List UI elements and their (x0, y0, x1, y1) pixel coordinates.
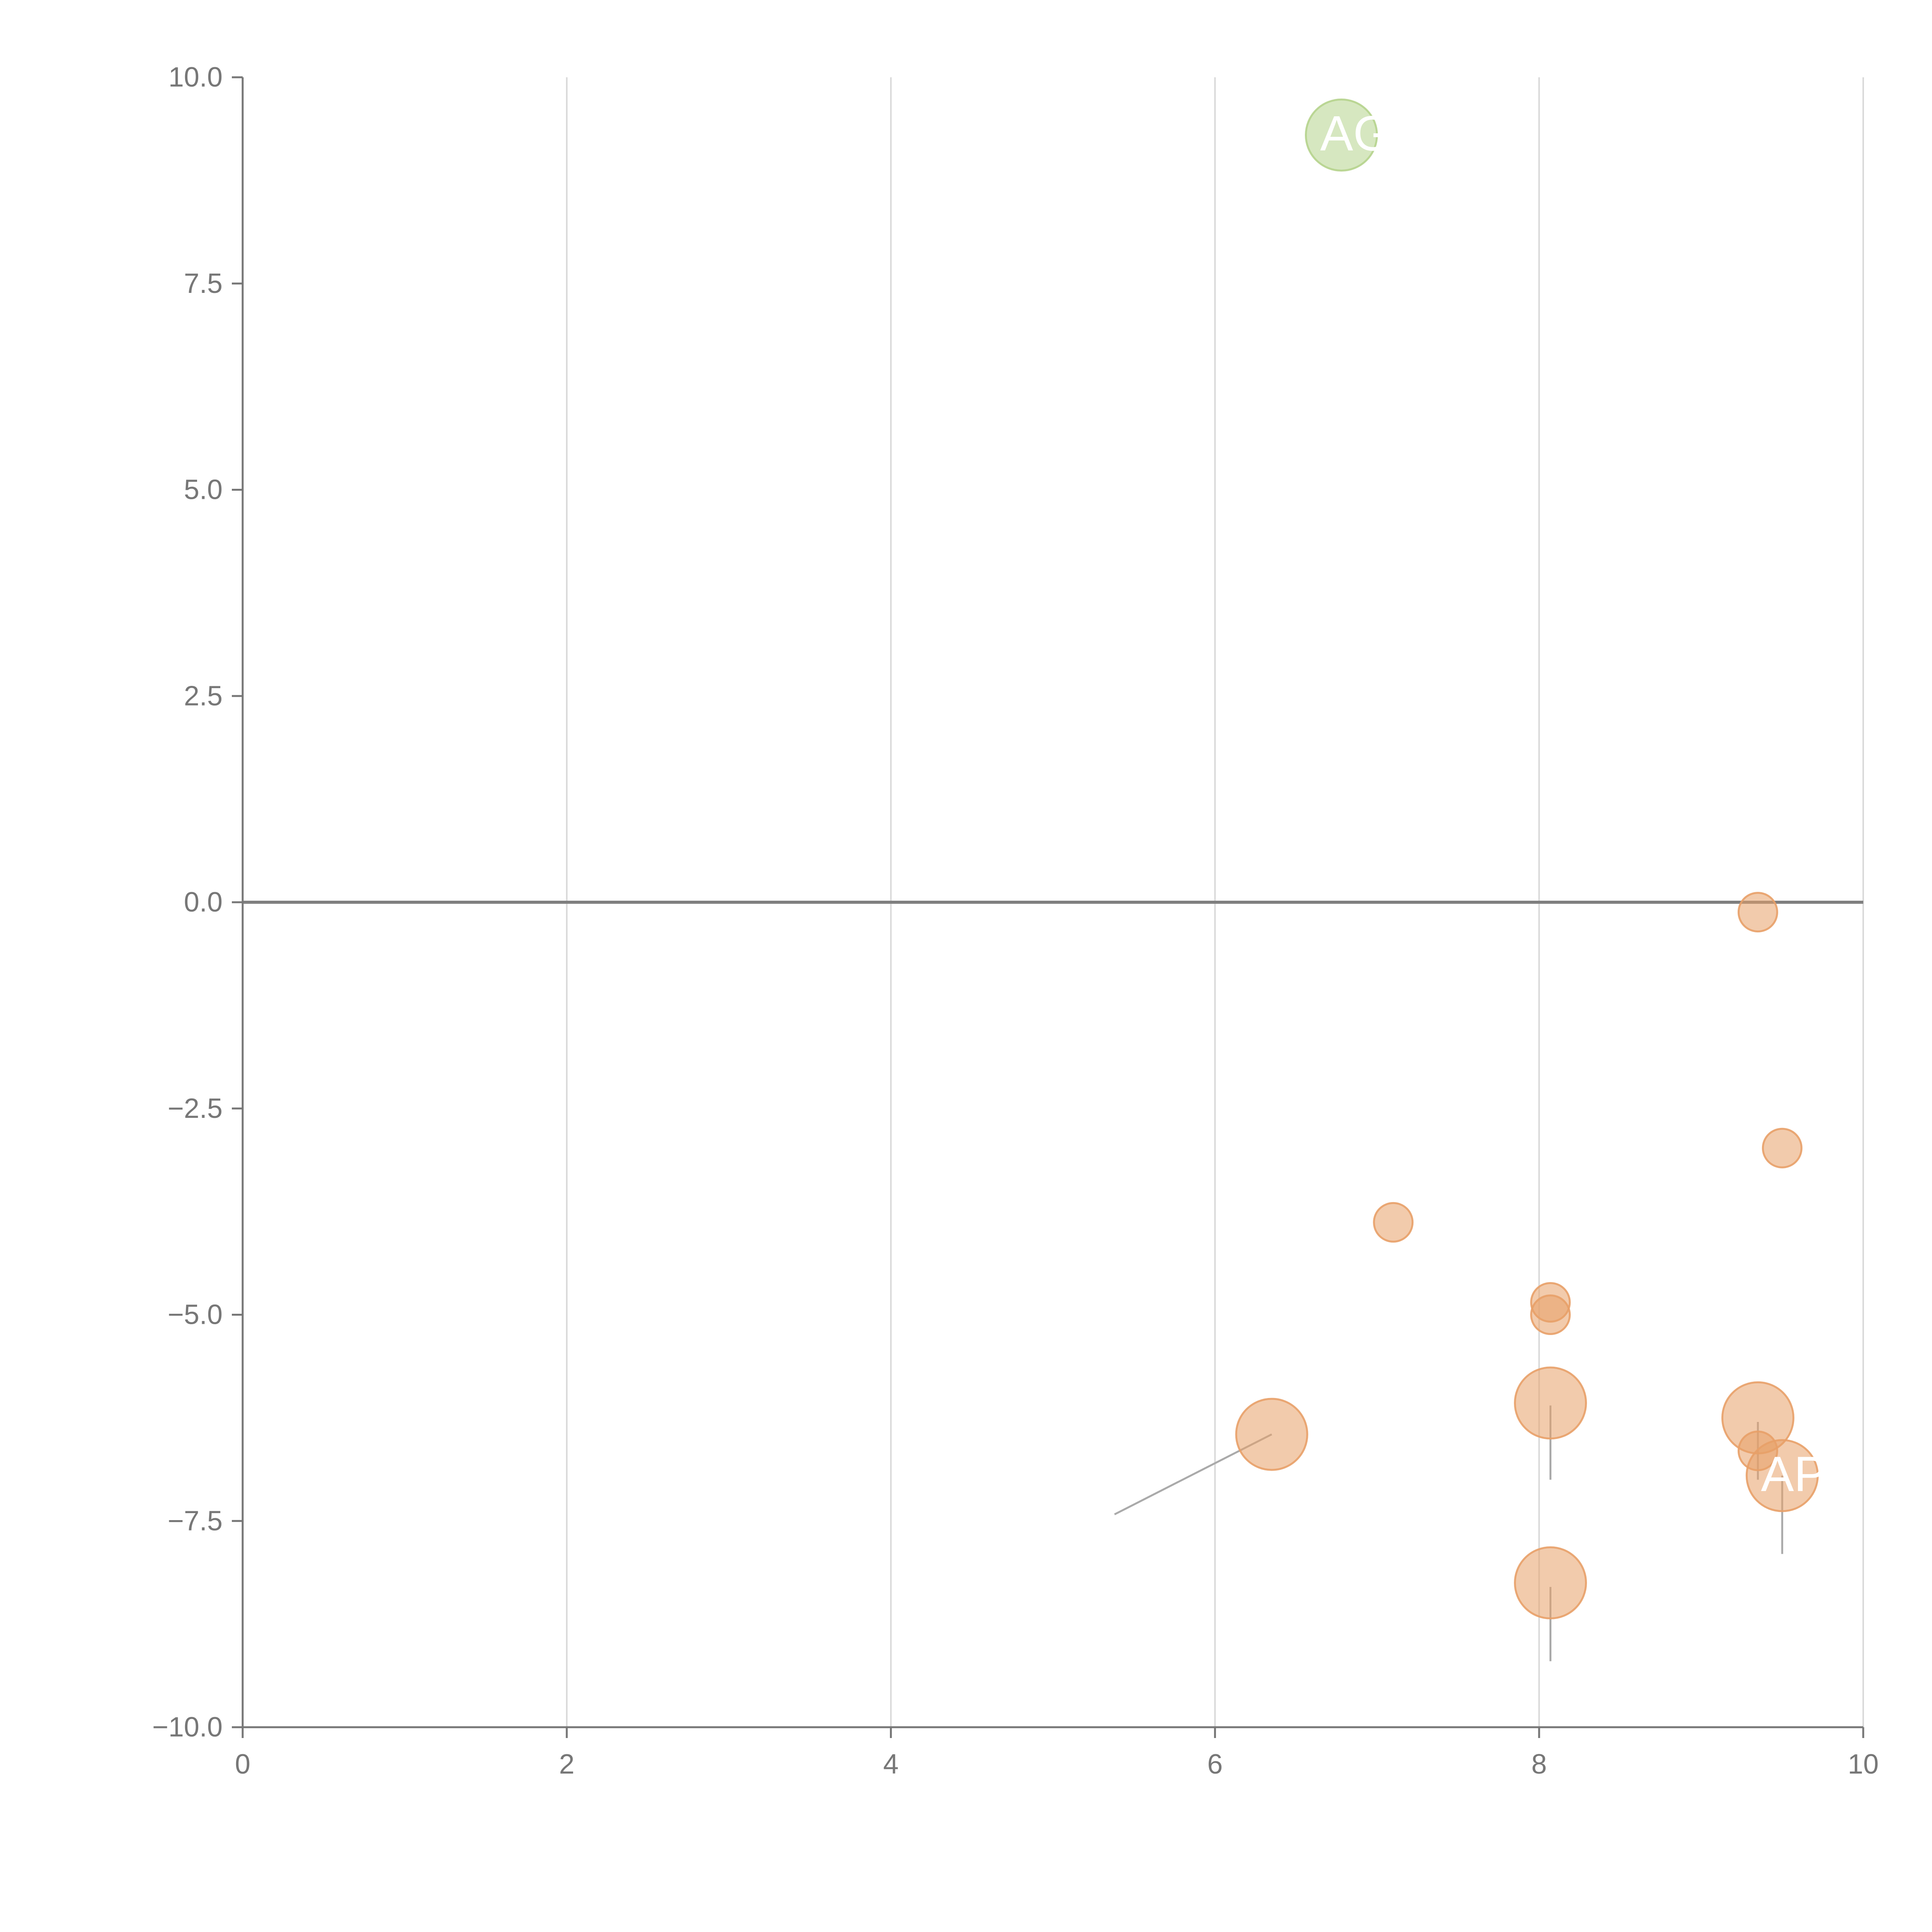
point-layer (1235, 98, 1819, 1619)
y-tick-label-1: −7.5 (168, 1505, 223, 1536)
bubble-point-3 (1373, 1202, 1414, 1243)
y-tick-label-8: 10.0 (168, 62, 223, 93)
x-tick-label-4: 8 (1531, 1749, 1547, 1780)
bubble-point-0 (1305, 98, 1378, 172)
x-tick-label-0: 0 (235, 1749, 250, 1780)
y-tick-label-6: 5.0 (184, 474, 223, 505)
bubble-point-10 (1745, 1439, 1819, 1512)
bubble-point-5 (1530, 1294, 1571, 1335)
x-tick-label-1: 2 (559, 1749, 575, 1780)
y-tick-label-3: −2.5 (168, 1093, 223, 1124)
axis-layer: −10.0 −7.5 −5.0 −2.5 0.0 2.5 5.0 7.5 10.0 0 2 4 6 8 10 (152, 62, 1879, 1780)
label-layer: AG AP (1320, 106, 1827, 1502)
bubble-point-9 (1235, 1398, 1308, 1471)
bubble-label-10: AP (1761, 1447, 1827, 1502)
y-tick-label-7: 7.5 (184, 268, 223, 299)
y-tick-label-5: 2.5 (184, 680, 223, 711)
y-tick-label-2: −5.0 (168, 1299, 223, 1330)
x-tick-label-3: 6 (1207, 1749, 1223, 1780)
y-tick-label-0: −10.0 (152, 1712, 223, 1743)
x-tick-label-2: 4 (883, 1749, 899, 1780)
bubble-point-6 (1514, 1366, 1587, 1440)
x-tick-label-5: 10 (1848, 1749, 1879, 1780)
bubble-point-11 (1514, 1546, 1587, 1619)
bubble-label-0: AG (1320, 106, 1392, 161)
bubble-point-1 (1737, 892, 1778, 933)
y-tick-label-4: 0.0 (184, 887, 223, 918)
bubble-point-2 (1762, 1128, 1803, 1168)
